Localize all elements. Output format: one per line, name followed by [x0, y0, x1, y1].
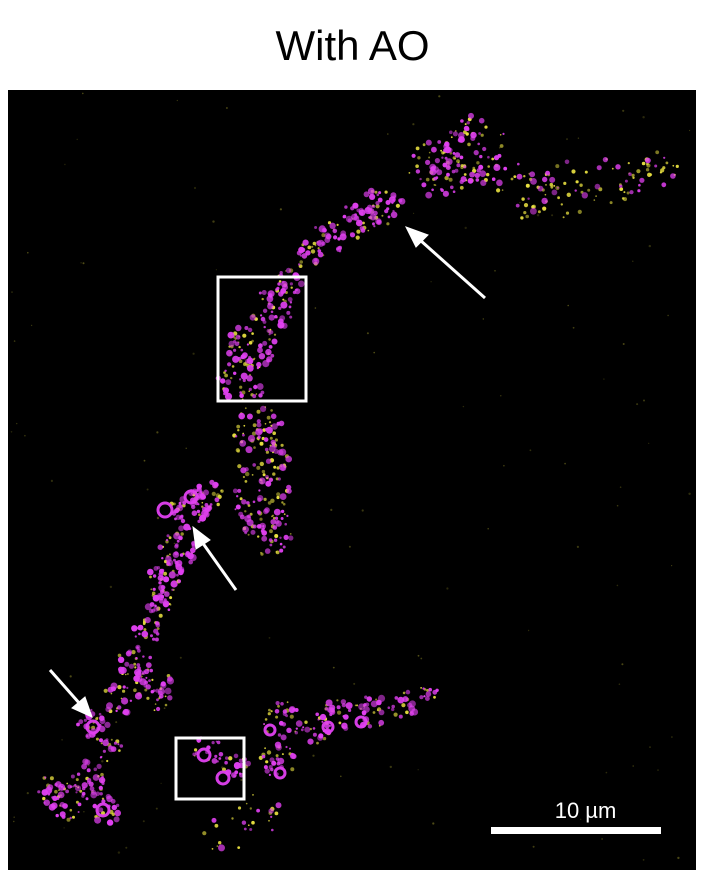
- scale-bar: [491, 827, 661, 834]
- inset-box-upper: [216, 275, 308, 403]
- inset-box-lower: [174, 736, 246, 801]
- micrograph-svg: [10, 92, 691, 861]
- arrow-upper-right: [404, 226, 486, 300]
- figure-title: With AO: [275, 22, 430, 69]
- scale-bar-label: 10 µm: [554, 798, 617, 823]
- micrograph-panel: 10 µm: [8, 90, 696, 870]
- arrow-middle: [192, 525, 238, 591]
- arrow-lower-left: [48, 669, 93, 718]
- magenta-signal: [37, 112, 676, 852]
